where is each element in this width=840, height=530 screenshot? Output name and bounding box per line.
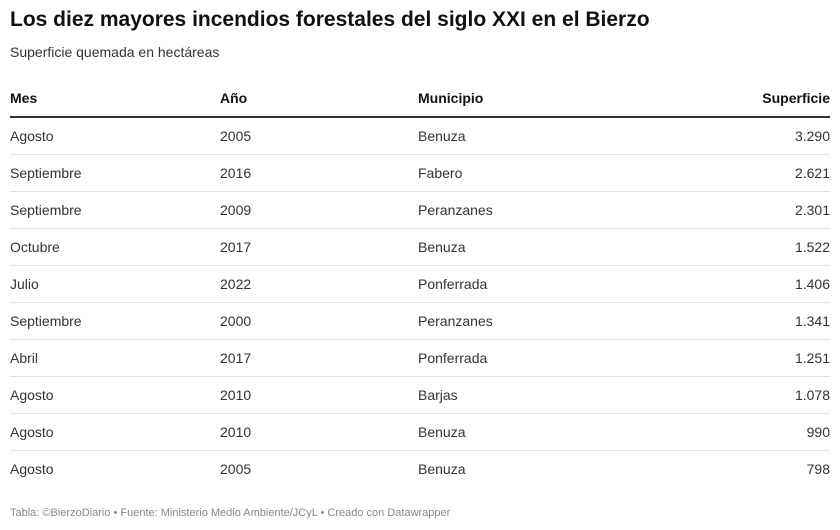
table-row: Agosto 2010 Barjas 1.078 [10, 376, 830, 414]
table-row: Agosto 2005 Benuza 798 [10, 451, 830, 488]
cell-mes: Octubre [10, 228, 220, 266]
table-row: Agosto 2010 Benuza 990 [10, 413, 830, 451]
cell-anio: 2010 [220, 413, 418, 451]
cell-municipio: Benuza [418, 228, 668, 266]
cell-anio: 2010 [220, 376, 418, 414]
cell-municipio: Peranzanes [418, 191, 668, 229]
table-row: Septiembre 2000 Peranzanes 1.341 [10, 302, 830, 340]
cell-anio: 2000 [220, 302, 418, 340]
cell-anio: 2005 [220, 461, 252, 477]
cell-mes: Septiembre [10, 302, 220, 340]
cell-superficie: 3.290 [668, 117, 830, 155]
cell-mes: Julio [10, 265, 220, 303]
table-row: Julio 2022 Ponferrada 1.406 [10, 265, 830, 303]
fires-table: Mes Año Municipio Superficie Agosto 2005 B… [10, 80, 830, 487]
chart-subtitle: Superficie quemada en hectáreas [10, 44, 220, 60]
cell-anio: 2009 [220, 191, 418, 229]
cell-mes: Septiembre [10, 191, 220, 229]
cell-municipio: Ponferrada [418, 265, 668, 303]
cell-superficie: 1.251 [668, 339, 830, 377]
cell-superficie: 990 [668, 413, 830, 451]
cell-superficie: 2.621 [668, 154, 830, 192]
cell-superficie: 798 [806, 461, 830, 477]
cell-mes: Agosto [10, 117, 220, 155]
cell-mes: Agosto [10, 461, 54, 477]
chart-title: Los diez mayores incendios forestales de… [10, 8, 650, 31]
table-body: Agosto 2005 Benuza 3.290 Septiembre 2016 Faber… [10, 117, 830, 487]
header-superficie[interactable]: Superficie [668, 80, 830, 118]
cell-anio: 2017 [220, 228, 418, 266]
cell-mes: Agosto [10, 376, 220, 414]
cell-superficie: 1.078 [668, 376, 830, 414]
cell-municipio: Benuza [418, 117, 668, 155]
cell-superficie: 1.406 [668, 265, 830, 303]
header-mes[interactable]: Mes [10, 80, 220, 118]
table-header-row: Mes Año Municipio Superficie [10, 80, 830, 118]
cell-municipio: Benuza [418, 413, 668, 451]
cell-municipio: Benuza [418, 461, 466, 477]
table-row: Septiembre 2016 Fabero 2.621 [10, 154, 830, 192]
cell-mes: Abril [10, 339, 220, 377]
header-municipio[interactable]: Municipio [418, 80, 668, 118]
cell-anio: 2016 [220, 154, 418, 192]
table-row: Octubre 2017 Benuza 1.522 [10, 228, 830, 266]
cell-municipio: Fabero [418, 154, 668, 192]
cell-superficie: 1.522 [668, 228, 830, 266]
cell-anio: 2022 [220, 265, 418, 303]
cell-superficie: 1.341 [668, 302, 830, 340]
table-row: Abril 2017 Ponferrada 1.251 [10, 339, 830, 377]
cell-mes: Septiembre [10, 154, 220, 192]
cell-municipio: Ponferrada [418, 339, 668, 377]
table-row: Septiembre 2009 Peranzanes 2.301 [10, 191, 830, 229]
cell-anio: 2005 [220, 117, 418, 155]
cell-municipio: Peranzanes [418, 302, 668, 340]
header-anio[interactable]: Año [220, 80, 418, 118]
cell-mes: Agosto [10, 413, 220, 451]
cell-anio: 2017 [220, 339, 418, 377]
chart-footer: Tabla: ©BierzoDiario • Fuente: Ministeri… [10, 507, 451, 519]
cell-municipio: Barjas [418, 376, 668, 414]
table-row: Agosto 2005 Benuza 3.290 [10, 117, 830, 155]
cell-superficie: 2.301 [668, 191, 830, 229]
